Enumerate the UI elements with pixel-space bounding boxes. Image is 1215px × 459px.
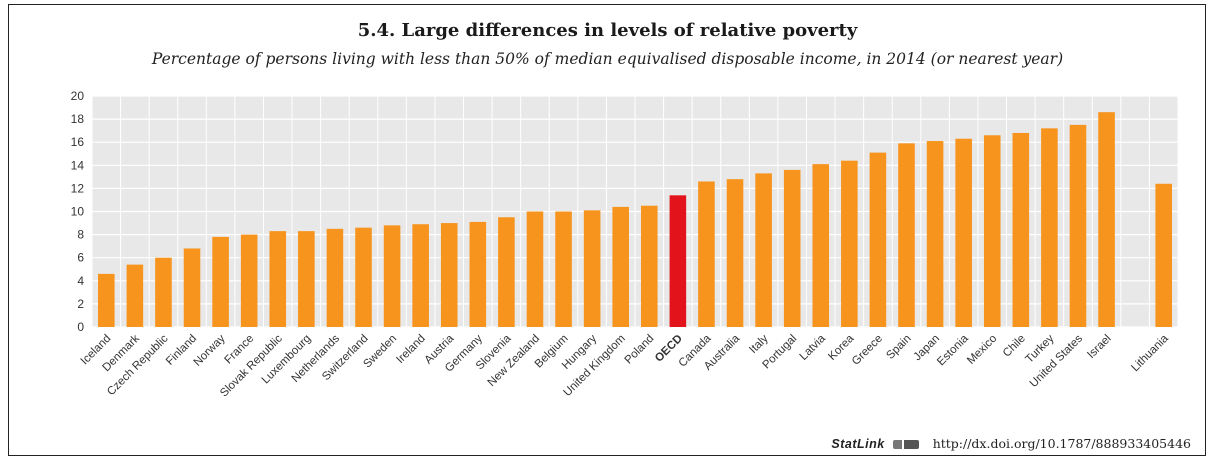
bar-korea xyxy=(841,160,858,327)
bar-new-zealand xyxy=(526,211,544,327)
bar-denmark xyxy=(126,264,144,327)
bar-slovenia xyxy=(498,217,515,327)
x-tick-label: Poland xyxy=(623,333,657,367)
x-tick-label: Mexico xyxy=(965,333,999,367)
x-tick-label: Spain xyxy=(884,333,913,362)
bar-portugal xyxy=(783,169,801,327)
x-tick-label: Italy xyxy=(747,332,771,356)
x-tick-label: Israel xyxy=(1085,333,1113,361)
statlink[interactable]: StatLink http://dx.doi.org/10.1787/88893… xyxy=(831,436,1191,451)
x-tick-label: Greece xyxy=(850,333,885,368)
bar-france xyxy=(240,234,258,327)
bar-switzerland xyxy=(355,227,372,327)
bar-poland xyxy=(641,205,658,327)
y-tick-label: 6 xyxy=(77,251,84,265)
bar-turkey xyxy=(1041,128,1058,327)
bar-united-states xyxy=(1069,124,1087,327)
bar-lithuania xyxy=(1155,183,1172,327)
chart-title: 5.4. Large differences in levels of rela… xyxy=(357,20,858,41)
chart-subtitle: Percentage of persons living with less t… xyxy=(151,50,1064,68)
bar-norway xyxy=(212,236,229,327)
bar-oecd xyxy=(669,195,687,327)
y-tick-label: 18 xyxy=(71,112,85,126)
x-tick-label: Lithuania xyxy=(1129,332,1171,374)
bar-finland xyxy=(183,248,201,327)
bar-slovak-republic xyxy=(269,231,287,327)
bar-sweden xyxy=(383,225,401,327)
bar-israel xyxy=(1098,112,1115,327)
bar-united-kingdom xyxy=(612,206,629,327)
y-tick-label: 8 xyxy=(77,228,84,242)
y-tick-label: 12 xyxy=(71,181,85,195)
y-tick-label: 10 xyxy=(71,205,85,219)
bar-australia xyxy=(726,179,744,327)
bar-greece xyxy=(869,152,887,327)
bar-luxembourg xyxy=(298,231,315,327)
bar-austria xyxy=(440,223,458,327)
bar-iceland xyxy=(98,273,115,327)
bar-czech-republic xyxy=(155,257,172,327)
bar-estonia xyxy=(955,138,972,327)
bar-italy xyxy=(755,173,772,327)
bar-canada xyxy=(698,181,715,327)
statlink-logo-icon xyxy=(892,440,919,449)
bar-netherlands xyxy=(326,228,344,327)
y-tick-label: 2 xyxy=(77,297,84,311)
y-tick-label: 14 xyxy=(71,158,85,172)
statlink-url[interactable]: http://dx.doi.org/10.1787/888933405446 xyxy=(932,436,1191,451)
y-tick-label: 16 xyxy=(71,135,85,149)
bar-belgium xyxy=(555,211,572,327)
x-tick-label: Norway xyxy=(192,332,228,368)
bar-germany xyxy=(469,221,487,327)
y-tick-label: 0 xyxy=(77,320,84,334)
bar-hungary xyxy=(583,210,601,327)
bar-ireland xyxy=(412,224,429,327)
bar-mexico xyxy=(983,135,1001,327)
bar-japan xyxy=(926,141,944,327)
x-tick-label: Ireland xyxy=(394,333,427,366)
statlink-brand: StatLink xyxy=(831,437,885,451)
x-tick-label: Latvia xyxy=(798,332,829,363)
bar-spain xyxy=(898,143,915,327)
x-tick-label: Estonia xyxy=(935,332,971,368)
bar-chile xyxy=(1012,132,1030,327)
y-tick-label: 20 xyxy=(71,89,85,103)
y-tick-label: 4 xyxy=(77,274,84,288)
bar-latvia xyxy=(812,164,830,327)
